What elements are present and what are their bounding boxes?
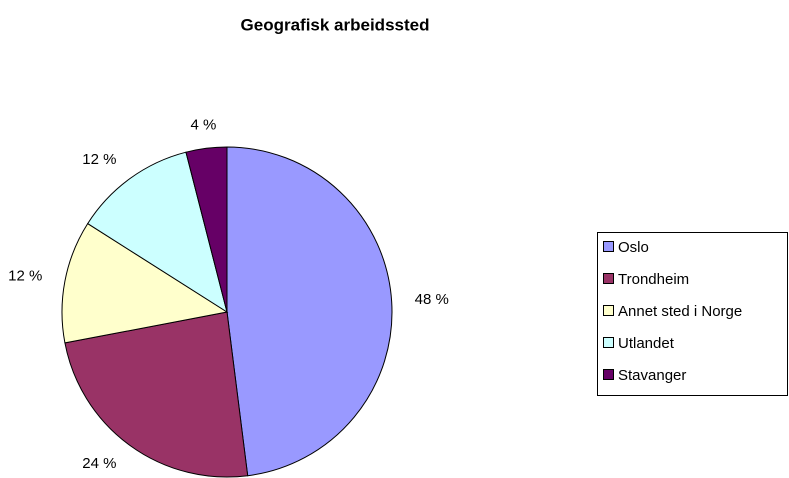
legend-label: Stavanger [618,367,686,384]
pie-slice [185,146,228,313]
chart-title: Geografisk arbeidssted [241,15,430,34]
legend-swatch [603,305,614,316]
legend-swatch [603,337,614,348]
legend-swatch [603,273,614,284]
legend-label: Annet sted i Norge [618,303,742,320]
pie-slice [226,146,393,477]
legend-label: Trondheim [618,271,689,288]
legend-swatch [603,369,614,380]
data-label: 24 % [82,455,116,472]
legend-label: Utlandet [618,335,675,352]
pie-slice [64,311,249,478]
data-label: 48 % [415,291,449,308]
data-label: 12 % [82,151,116,168]
legend [597,232,788,396]
data-label: 4 % [191,116,217,133]
data-label: 12 % [8,268,42,285]
legend-swatch [603,241,614,252]
pie-slice [61,222,229,344]
legend-label: Oslo [618,239,649,256]
pie-slice [86,151,228,314]
